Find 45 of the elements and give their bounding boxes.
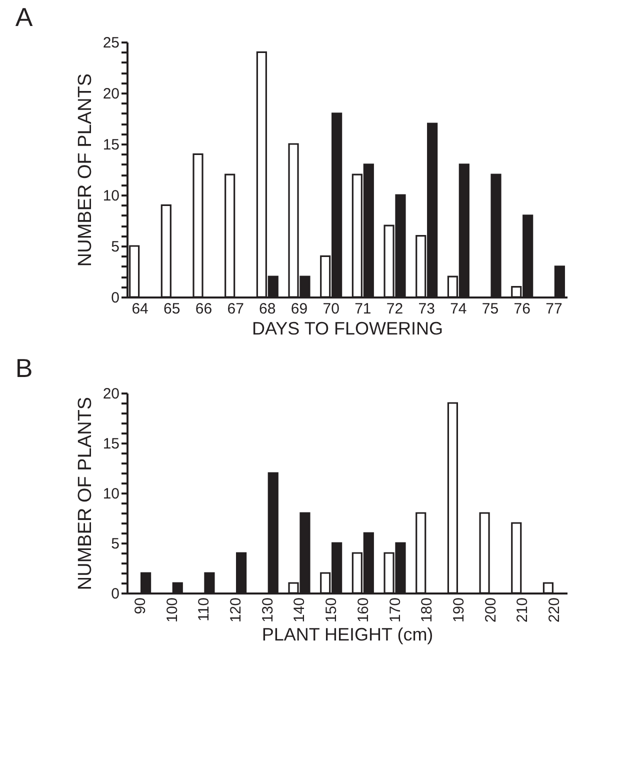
y-tick-label: 0 [111, 290, 120, 306]
x-tick-label: 77 [546, 300, 562, 318]
x-tick-label: 64 [132, 300, 148, 318]
x-tick-label: 140 [291, 598, 308, 623]
x-tick-label: 170 [386, 598, 404, 623]
x-tick-label: 67 [227, 300, 244, 318]
x-tick-label: 160 [354, 598, 372, 623]
x-tick-label: 220 [546, 598, 563, 623]
y-tick-label: 10 [102, 486, 120, 502]
y-tick-label: 5 [111, 536, 120, 552]
x-tick-label: 71 [354, 300, 372, 318]
x-tick-label: 76 [514, 300, 530, 318]
x-tick-label: 72 [386, 300, 404, 318]
x-tick-label: 75 [482, 300, 499, 318]
y-tick-label: 25 [102, 34, 120, 52]
x-tick-label: 200 [482, 598, 500, 623]
y-tick-label: 0 [111, 586, 120, 602]
x-tick-label: 100 [164, 598, 181, 623]
y-tick-label: 20 [102, 86, 120, 102]
x-tick-label: 70 [322, 300, 340, 318]
y-tick-label: 20 [102, 386, 120, 402]
x-tick-label: 180 [418, 598, 436, 623]
y-tick-label: 5 [111, 238, 120, 256]
y-axis-title: NUMBER OF PLANTS [74, 396, 96, 590]
x-axis-title: PLANT HEIGHT (cm) [262, 624, 434, 645]
x-tick-label: 90 [132, 598, 150, 614]
chart-title: A [15, 2, 34, 32]
x-tick-label: 150 [323, 598, 340, 623]
y-axis-title: NUMBER OF PLANTS [74, 73, 96, 267]
x-tick-label: 130 [259, 598, 276, 623]
x-tick-label: 74 [450, 300, 467, 318]
x-tick-label: 210 [514, 598, 532, 623]
chart-title: B [15, 353, 33, 383]
x-axis-title: DAYS TO FLOWERING [252, 318, 444, 338]
y-tick-label: 15 [102, 136, 120, 154]
x-tick-label: 120 [228, 598, 245, 623]
y-tick-label: 10 [102, 188, 120, 204]
x-tick-label: 69 [290, 300, 308, 318]
x-tick-label: 66 [195, 300, 212, 318]
x-tick-label: 110 [196, 598, 213, 622]
x-tick-label: 190 [450, 598, 468, 623]
x-tick-label: 65 [164, 300, 180, 318]
x-tick-label: 73 [418, 300, 435, 318]
y-tick-label: 15 [102, 436, 120, 452]
x-tick-label: 68 [259, 300, 276, 318]
